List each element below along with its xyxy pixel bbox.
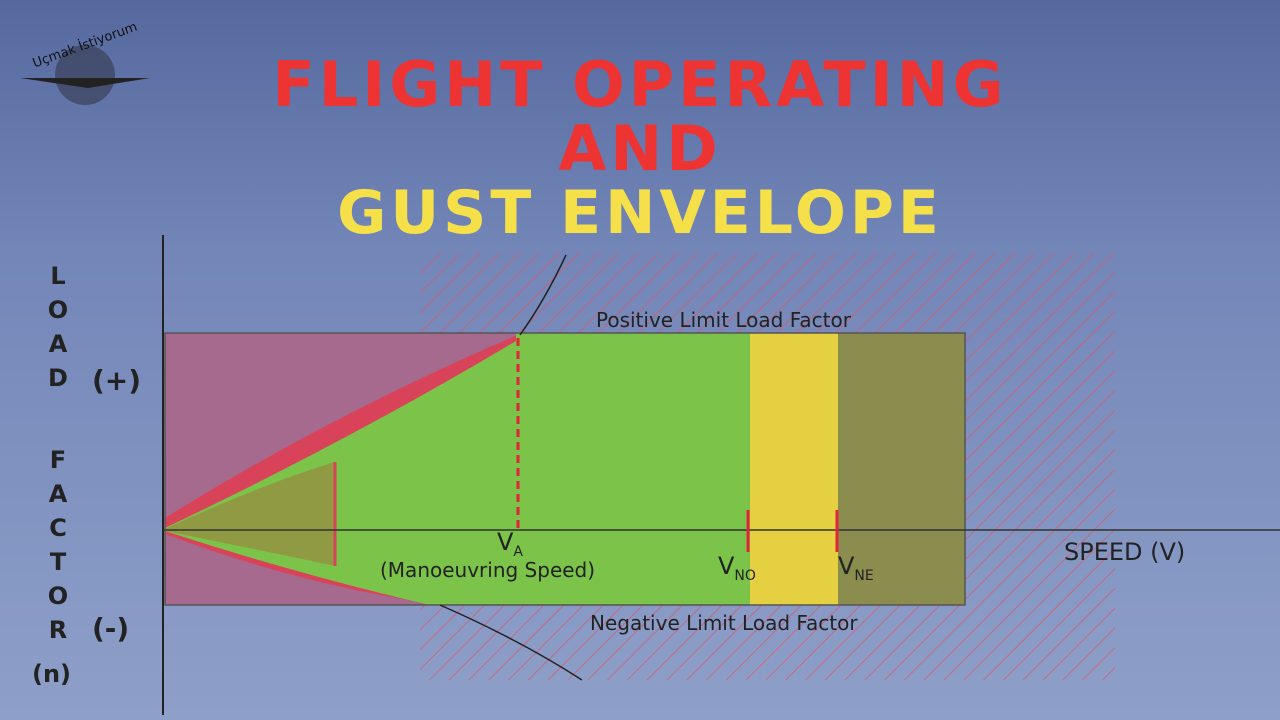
stall-curve bbox=[519, 254, 567, 336]
limit-label: Negative Limit Load Factor bbox=[590, 611, 858, 635]
title-line: GUST ENVELOPE bbox=[337, 178, 943, 248]
y-axis-label: (n) bbox=[32, 660, 72, 688]
olive-region bbox=[838, 333, 965, 605]
speed-label: VNE bbox=[838, 552, 874, 584]
logo-icon bbox=[55, 45, 115, 105]
speed-label: VA bbox=[497, 528, 523, 560]
speed-label: VNO bbox=[718, 552, 756, 584]
yellow-region bbox=[750, 333, 838, 605]
speed-symbol: V bbox=[497, 528, 514, 556]
title-line: AND bbox=[558, 112, 722, 185]
olive-triangle bbox=[165, 462, 335, 566]
negative-sign: (-) bbox=[92, 612, 130, 645]
speed-note: (Manoeuvring Speed) bbox=[380, 558, 596, 582]
positive-sign: (+) bbox=[92, 364, 142, 397]
title-line: FLIGHT OPERATING bbox=[272, 48, 1008, 121]
y-axis-label: LOAD bbox=[44, 262, 72, 398]
speed-subscript: NE bbox=[854, 567, 874, 584]
green-region bbox=[516, 333, 750, 605]
speed-subscript: NO bbox=[734, 567, 756, 584]
envelope-border bbox=[164, 332, 966, 606]
speed-subscript: A bbox=[513, 543, 523, 560]
speed-symbol: V bbox=[838, 552, 855, 580]
x-axis-label: SPEED (V) bbox=[1064, 538, 1186, 566]
y-axis-label: FACTOR bbox=[44, 446, 72, 650]
speed-symbol: V bbox=[718, 552, 735, 580]
stall-curve bbox=[439, 604, 583, 681]
limit-label: Positive Limit Load Factor bbox=[596, 308, 851, 332]
logo-plane bbox=[20, 78, 150, 88]
